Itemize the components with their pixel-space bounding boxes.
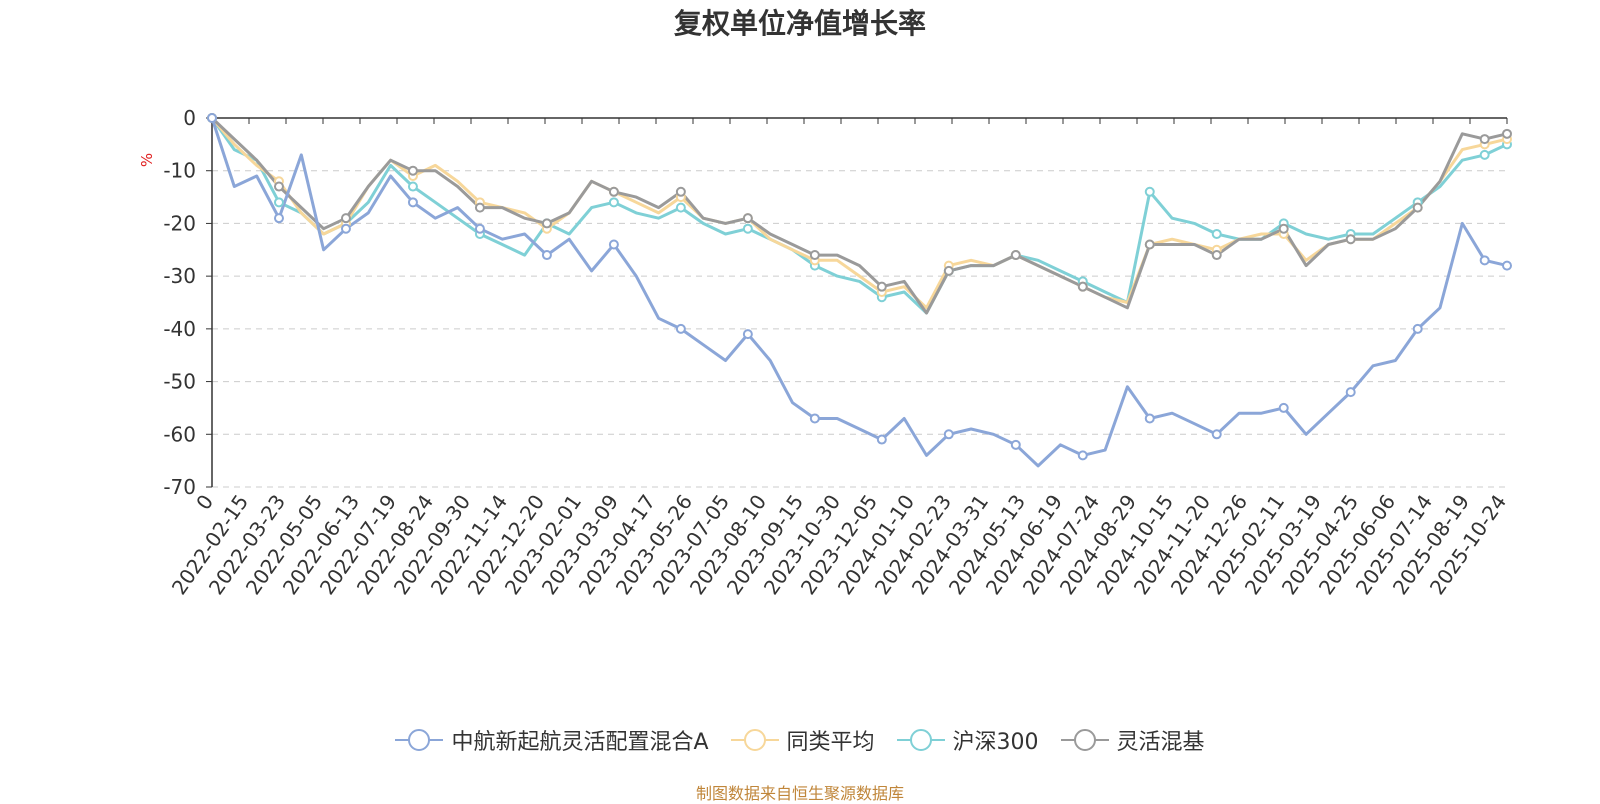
legend-item[interactable]: 灵活混基 [1060,724,1205,756]
y-tick-label: -40 [163,317,196,341]
legend-item[interactable]: 沪深300 [896,724,1039,756]
legend-label: 灵活混基 [1116,730,1205,755]
series-point [1278,402,1289,413]
series-point [742,213,753,224]
axes [206,117,1508,488]
series-point [1502,260,1512,271]
series-point [943,265,954,276]
y-tick-label: -10 [163,159,196,183]
series-point [273,213,284,224]
series-point [340,223,351,234]
series-point [1010,250,1021,261]
series-point [1077,281,1088,292]
y-tick-label: -70 [163,475,196,499]
series-line [210,117,1508,310]
series-point [809,413,820,424]
series-line [210,116,1508,315]
y-tick-label: -20 [163,211,196,235]
series-point [608,239,619,250]
series-point [1010,439,1021,450]
series-point [943,429,954,440]
series-point [1278,223,1289,234]
series-point [1211,250,1222,261]
series-point [1211,429,1222,440]
series-point [1479,255,1490,266]
series-point [809,250,820,261]
tick-labels: 0-10-20-30-40-50-60-70%02022-02-152022-0… [138,106,1511,599]
series-point [1479,134,1490,145]
series-point [675,323,686,334]
series-point [608,197,619,208]
legend: 中航新起航灵活配置混合A 同类平均 沪深300 灵活混基 [0,722,1600,758]
series-point [273,181,284,192]
series-point [608,186,619,197]
series-point [340,213,351,224]
y-tick-label: 0 [183,106,196,130]
series-point [407,165,418,176]
series-lines [210,116,1508,468]
legend-swatch [896,729,945,751]
series-point [1077,450,1088,461]
x-tick-label: 0 [191,490,218,514]
series-markers [207,113,1512,461]
line-chart: 0-10-20-30-40-50-60-70%02022-02-152022-0… [138,106,1512,599]
series-point [1502,128,1512,139]
series-point [541,218,552,229]
chart-title: 复权单位净值增长率 [673,7,926,40]
legend-swatch [395,729,444,751]
series-point [1412,323,1423,334]
series-point [474,202,485,213]
series-point [407,197,418,208]
y-tick-label: -60 [163,422,196,446]
legend-marker [909,729,932,751]
series-point [675,202,686,213]
legend-label: 沪深300 [952,730,1039,755]
series-point [876,434,887,445]
series-point [541,250,552,261]
series-point [207,113,217,123]
legend-item[interactable]: 同类平均 [730,724,875,756]
y-axis-unit: % [138,153,156,167]
legend-item[interactable]: 中航新起航灵活配置混合A [395,724,709,756]
series-point [675,186,686,197]
legend-label: 中航新起航灵活配置混合A [451,730,709,755]
y-tick-label: -30 [163,264,196,288]
series-point [876,281,887,292]
series-line [210,117,1508,315]
legend-marker [408,729,431,751]
series-point [1412,202,1423,213]
series-point [742,223,753,234]
series-point [407,181,418,192]
legend-marker [743,729,766,751]
series-line [210,117,1508,468]
series-point [1345,234,1356,245]
series-point [273,197,284,208]
series-point [1144,413,1155,424]
series-point [1144,186,1155,197]
legend-marker [1073,729,1096,751]
grid-lines [212,170,1507,488]
source-note: 制图数据来自恒生聚源数据库 [695,784,904,803]
series-point [1211,228,1222,239]
series-point [1479,149,1490,160]
series-point [474,223,485,234]
series-point [1144,239,1155,250]
y-tick-label: -50 [163,370,196,394]
legend-swatch [730,729,779,751]
legend-swatch [1060,729,1109,751]
series-point [1345,387,1356,398]
legend-label: 同类平均 [786,730,875,755]
series-point [742,329,753,340]
